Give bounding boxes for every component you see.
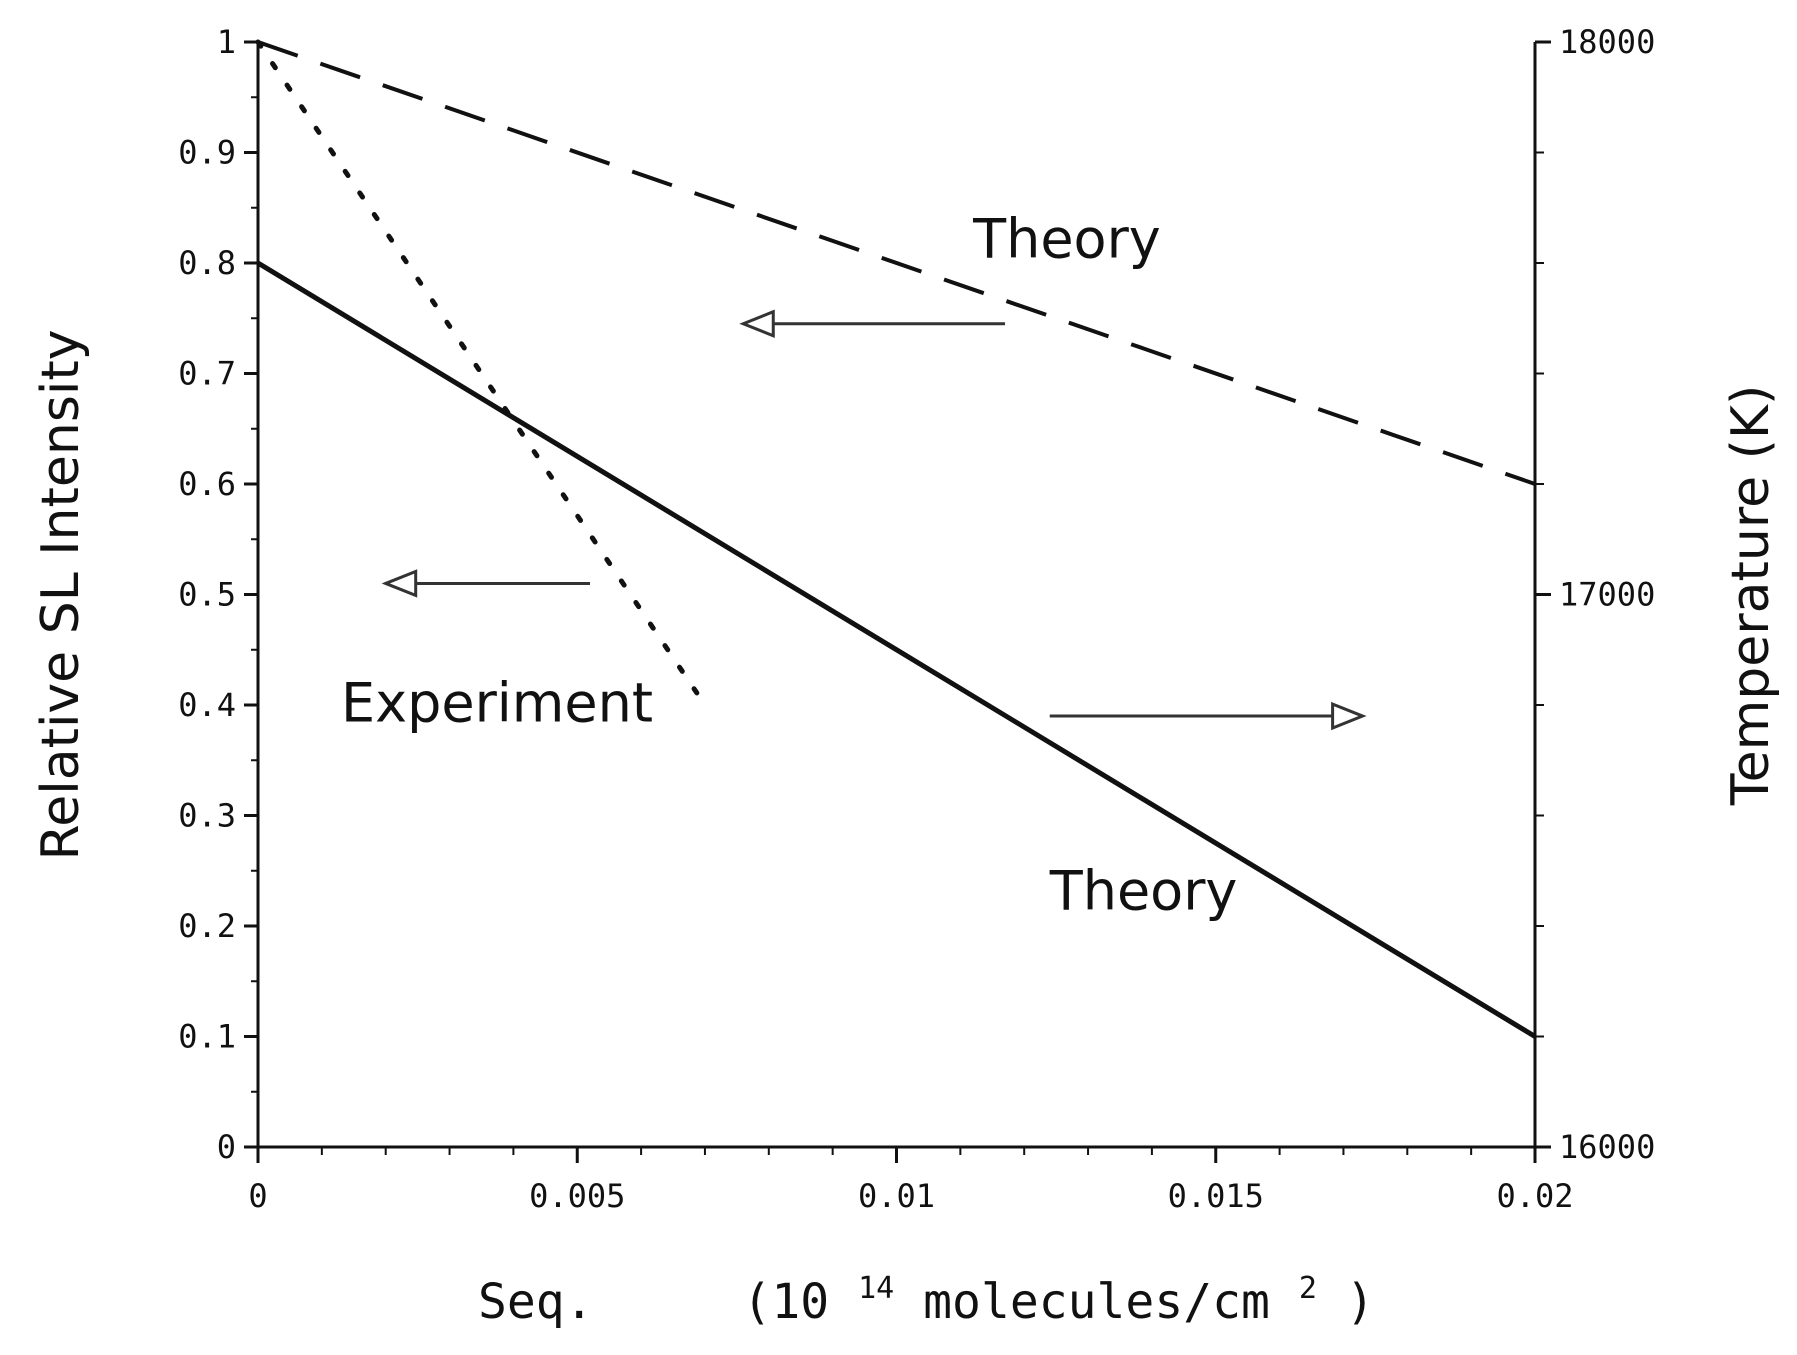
annotation-label: Theory (972, 207, 1161, 270)
series-line-solid (256, 260, 1537, 1039)
y-tick-label: 0.9 (178, 134, 236, 172)
series-line-dashed (257, 40, 1536, 486)
ticks-layer: 0 0.1 0.2 0.3 0.4 0.5 0.6 0.7 0.8 0.9 1 16000 17000 1… (178, 23, 1655, 1215)
y-tick-label: 0.7 (178, 355, 236, 393)
y-tick-label: 0.1 (178, 1018, 236, 1056)
y2-axis-title: Temperature (K) (1721, 385, 1781, 807)
y-tick-label: 0 (217, 1128, 236, 1166)
y-axis-title: Relative SL Intensity (31, 329, 91, 860)
plot-frame (256, 42, 1537, 1149)
series-line-dotted (255, 39, 708, 708)
annotation-label: Experiment (341, 672, 653, 735)
x-axis-title-exp2: 2 (1299, 1271, 1317, 1306)
arrow-head-right (1331, 701, 1367, 731)
arrow-head-left (381, 569, 418, 598)
annotations-layer: Theory Experiment Theory (341, 207, 1237, 922)
x-tick-label: 0.01 (858, 1177, 935, 1215)
y2-tick-label: 17000 (1559, 576, 1655, 614)
arrow-head-left (739, 309, 775, 338)
arrows-layer (381, 309, 1367, 731)
y-tick-label: 1 (217, 23, 236, 61)
y-tick-label: 0.5 (178, 576, 236, 614)
y2-tick-label: 18000 (1559, 23, 1655, 61)
x-axis-title: Seq. (10 14 molecules/cm 2 ) (478, 1254, 1375, 1330)
x-tick-label: 0 (248, 1177, 267, 1215)
y-tick-label: 0.8 (178, 244, 236, 282)
y-tick-label: 0.2 (178, 907, 236, 945)
series-layer (255, 39, 1537, 1039)
x-axis-title-unit-mid: molecules/cm (923, 1274, 1270, 1330)
x-axis-title-exp: 14 (858, 1271, 894, 1306)
y2-tick-label: 16000 (1559, 1128, 1655, 1166)
x-tick-label: 0.005 (529, 1177, 625, 1215)
x-axis-title-main: Seq. (478, 1274, 594, 1330)
y-tick-label: 0.4 (178, 686, 236, 724)
annotation-label: Theory (1049, 859, 1238, 922)
y-tick-label: 0.6 (178, 465, 236, 503)
x-axis-title-unit: (10 (743, 1274, 830, 1330)
x-tick-label: 0.02 (1496, 1177, 1573, 1215)
x-axis-title-unit-end: ) (1346, 1274, 1375, 1330)
x-tick-label: 0.015 (1168, 1177, 1264, 1215)
y-tick-label: 0.3 (178, 797, 236, 835)
